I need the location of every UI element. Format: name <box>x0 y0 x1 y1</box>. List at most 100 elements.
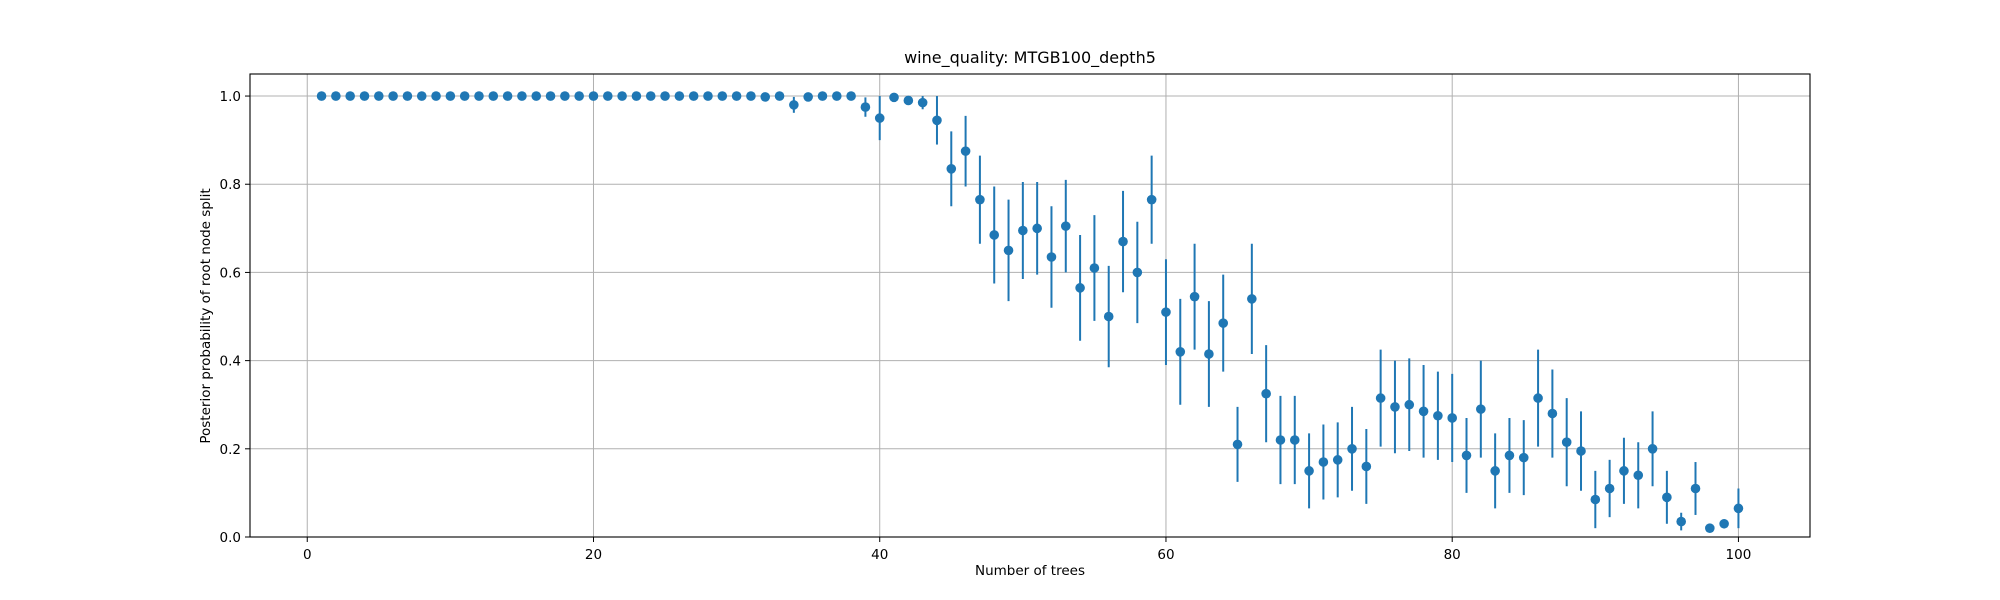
data-point <box>1275 435 1286 445</box>
data-point <box>1404 399 1415 410</box>
data-point <box>989 230 1000 240</box>
x-tick-label: 100 <box>1726 547 1752 563</box>
x-axis-label: Number of trees <box>975 563 1085 579</box>
data-point <box>545 91 556 101</box>
data-point <box>445 91 456 101</box>
data-point <box>1304 466 1314 476</box>
data-point <box>431 91 441 101</box>
data-point <box>1461 450 1472 461</box>
axis-ticks: 0 20 40 60 80 100 0.0 0.2 0.4 0.6 0.8 1.0 <box>220 89 1752 563</box>
data-point <box>1476 404 1486 414</box>
data-point <box>374 91 384 101</box>
data-point <box>1161 307 1171 317</box>
data-point <box>1232 439 1243 450</box>
data-point <box>1447 413 1458 423</box>
data-point <box>1089 263 1100 273</box>
data-point <box>1676 516 1686 527</box>
data-point <box>459 91 470 101</box>
data-point <box>1347 444 1357 454</box>
data-point <box>903 95 914 106</box>
data-point <box>402 91 413 101</box>
data-point <box>631 91 642 101</box>
data-point <box>1490 466 1500 476</box>
data-point <box>1733 503 1744 514</box>
data-point <box>1662 492 1672 503</box>
data-point <box>1075 283 1085 293</box>
data-point <box>1561 437 1572 447</box>
data-point <box>316 91 327 101</box>
data-point <box>1261 388 1271 399</box>
data-point <box>1690 483 1701 494</box>
data-point <box>746 91 756 101</box>
data-point <box>703 91 713 101</box>
data-point <box>674 91 685 101</box>
data-point <box>860 102 871 112</box>
data-point <box>588 91 599 101</box>
data-point <box>1576 446 1586 456</box>
data-point <box>1633 470 1644 481</box>
data-point <box>1590 494 1601 505</box>
data-point <box>517 91 527 101</box>
data-point <box>717 91 728 101</box>
data-point <box>331 91 341 101</box>
data-point <box>1533 393 1543 403</box>
data-point <box>917 97 928 108</box>
data-point <box>560 91 570 101</box>
data-points <box>316 91 1744 533</box>
data-point <box>789 100 799 110</box>
data-point <box>1132 267 1143 278</box>
data-point <box>617 91 627 101</box>
data-point <box>932 115 942 126</box>
data-point <box>817 91 828 101</box>
data-point <box>803 92 813 102</box>
data-point <box>1018 225 1028 236</box>
y-tick-label: 1.0 <box>220 89 241 105</box>
data-point <box>531 91 542 101</box>
data-point <box>1118 236 1128 247</box>
axes-frame <box>249 73 1811 538</box>
data-point <box>1375 393 1386 403</box>
data-point <box>359 91 370 101</box>
y-tick-label: 0.6 <box>220 265 241 281</box>
data-point <box>889 92 899 103</box>
y-tick-label: 0.2 <box>220 442 241 458</box>
data-point <box>1146 194 1157 205</box>
data-point <box>1003 245 1014 256</box>
y-tick-label: 0.4 <box>220 354 241 370</box>
data-point <box>660 91 670 101</box>
x-tick-label: 40 <box>871 547 888 563</box>
x-tick-label: 80 <box>1444 547 1461 563</box>
y-tick-label: 0.8 <box>220 177 241 193</box>
y-axis-label: Posterior probability of root node split <box>198 188 214 443</box>
data-point <box>1418 406 1429 417</box>
data-point <box>1189 291 1200 302</box>
data-point <box>1719 518 1729 529</box>
data-point <box>474 91 484 101</box>
data-point <box>731 91 742 101</box>
data-point <box>1204 349 1214 359</box>
data-point <box>488 91 499 101</box>
data-point <box>1433 410 1443 421</box>
data-point <box>1060 221 1071 231</box>
data-point <box>846 91 856 101</box>
data-point <box>388 91 398 101</box>
data-point <box>874 113 885 123</box>
data-point <box>1547 408 1558 419</box>
data-point <box>1604 483 1615 494</box>
data-point <box>1289 435 1300 445</box>
data-point <box>1046 252 1057 262</box>
data-point <box>1390 402 1400 412</box>
data-point <box>1247 294 1257 304</box>
data-point <box>345 91 355 101</box>
data-point <box>1103 311 1114 322</box>
data-point <box>946 164 957 174</box>
data-point <box>1175 347 1186 357</box>
chart-title: wine_quality: MTGB100_depth5 <box>904 48 1156 68</box>
data-point <box>1647 444 1658 454</box>
data-point <box>1504 450 1515 461</box>
data-point <box>416 91 427 101</box>
data-point <box>502 91 513 101</box>
data-point <box>688 91 699 101</box>
